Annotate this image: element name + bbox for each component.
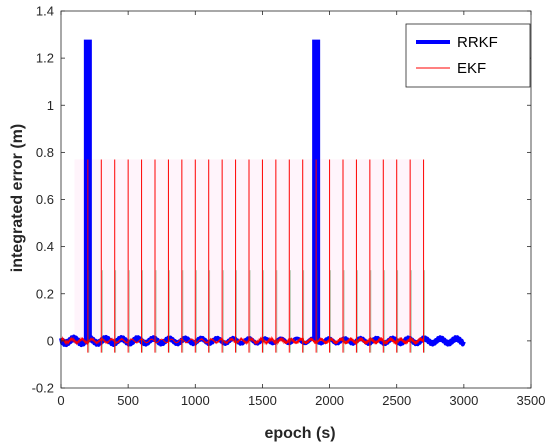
series-rrkf-spike [312,39,321,341]
y-tick-label: 0.8 [36,145,54,160]
x-tick-label: 2500 [382,393,411,408]
x-tick-label: 2000 [315,393,344,408]
series-rrkf-spike [83,39,92,341]
x-tick-label: 0 [57,393,64,408]
plot-area [59,39,466,353]
y-tick-label: -0.2 [32,381,54,396]
y-tick-label: 0.2 [36,286,54,301]
y-tick-label: 0.4 [36,239,54,254]
x-tick-label: 1000 [181,393,210,408]
y-tick-label: 1.2 [36,51,54,66]
y-axis-title: integrated error (m) [9,124,26,272]
axes: 0 500 1000 1500 2000 2500 3000 3500-0.200.20.40… [32,4,546,409]
x-tick-label: 3000 [449,393,478,408]
series-ekf-line [60,335,425,346]
y-tick-label: 0 [47,333,54,348]
x-tick-label: 1500 [248,393,277,408]
x-tick-label: 3500 [517,393,546,408]
y-tick-label: 1.4 [36,4,54,19]
legend-label-rrkf: RRKF [457,34,498,51]
legend: RRKF EKF [405,23,531,88]
y-tick-label: 0.6 [36,192,54,207]
legend-box [405,23,531,88]
legend-label-ekf: EKF [457,60,486,77]
x-axis-title: epoch (s) [264,425,335,442]
y-tick-label: 1 [47,98,54,113]
x-tick-label: 500 [117,393,139,408]
